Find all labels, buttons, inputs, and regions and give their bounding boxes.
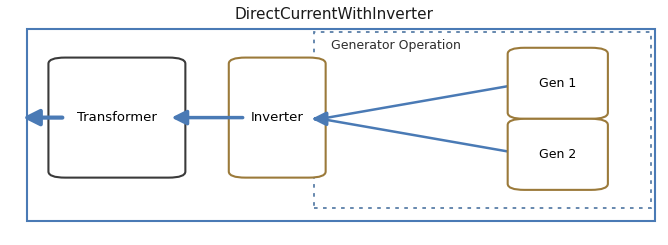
Text: Inverter: Inverter <box>250 111 304 124</box>
Text: Generator Operation: Generator Operation <box>331 39 460 52</box>
FancyBboxPatch shape <box>508 119 608 190</box>
FancyBboxPatch shape <box>508 48 608 119</box>
Text: Transformer: Transformer <box>77 111 157 124</box>
FancyBboxPatch shape <box>27 29 655 220</box>
Text: DirectCurrentWithInverter: DirectCurrentWithInverter <box>234 7 434 22</box>
FancyBboxPatch shape <box>48 58 185 178</box>
Text: Gen 1: Gen 1 <box>539 77 576 90</box>
FancyBboxPatch shape <box>228 58 326 178</box>
Text: Gen 2: Gen 2 <box>539 148 576 161</box>
